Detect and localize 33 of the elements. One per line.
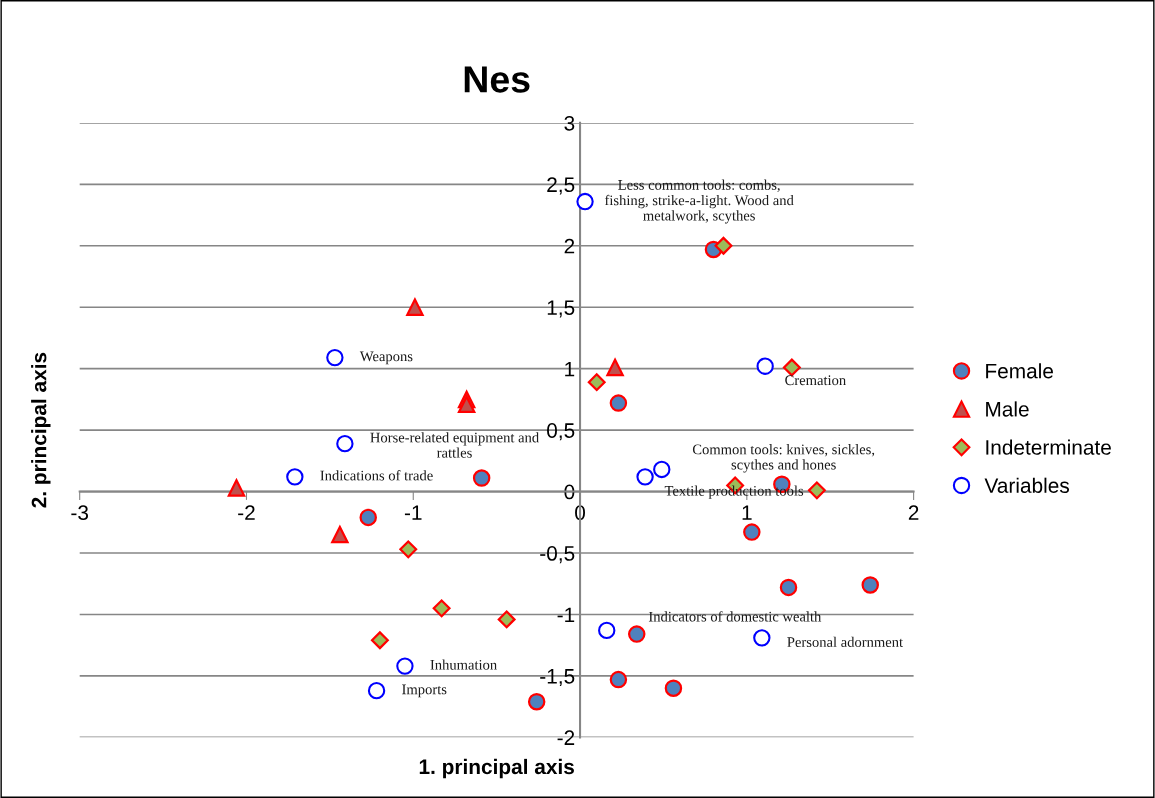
- annotation: Inhumation: [430, 659, 497, 670]
- annotation: Indications of trade: [320, 470, 433, 481]
- y-tick-label: 2,5: [547, 177, 575, 195]
- y-tick-label: 0,5: [547, 423, 575, 441]
- annotation: Cremation: [785, 375, 846, 386]
- legend-label: Variables: [984, 477, 1070, 493]
- annotation: Common tools: knives, sickles, scythes and hones: [692, 444, 875, 473]
- x-tick-label: -2: [238, 505, 255, 520]
- x-tick-label: 2: [908, 505, 919, 520]
- legend-label: Indeterminate: [986, 439, 1111, 455]
- chart-title: Nes: [464, 66, 530, 93]
- legend-label: Male: [986, 401, 1029, 417]
- annotation: Weapons: [359, 351, 413, 365]
- x-tick-label: -1: [404, 505, 422, 520]
- y-tick-label: -0,5: [540, 546, 575, 564]
- annotation: Less common tools: combs, fishing, strike-a-light. Wood and metalwork, scythes: [604, 179, 794, 224]
- y-tick-label: -1,5: [540, 669, 575, 687]
- y-tick-label: -1: [557, 607, 575, 623]
- annotation: Imports: [402, 684, 447, 698]
- y-axis-title: 2. principal axis: [31, 352, 51, 508]
- annotation: Textile production tools: [664, 485, 804, 499]
- annotation: Horse-related equipment and rattles: [370, 432, 539, 458]
- y-tick-label: 1: [565, 361, 575, 377]
- y-tick-label: 1,5: [547, 300, 575, 318]
- x-tick-label: 1: [742, 505, 752, 520]
- legend-label: Female: [986, 363, 1053, 379]
- annotation: Indicators of domestic wealth: [648, 611, 822, 622]
- x-axis-title: 1. principal axis: [419, 758, 574, 779]
- y-tick-label: 2: [564, 238, 575, 254]
- x-tick-label: -3: [71, 505, 89, 521]
- y-tick-label: 3: [564, 115, 575, 131]
- y-tick-label: -2: [557, 730, 575, 745]
- annotation: Personal adornment: [787, 636, 903, 648]
